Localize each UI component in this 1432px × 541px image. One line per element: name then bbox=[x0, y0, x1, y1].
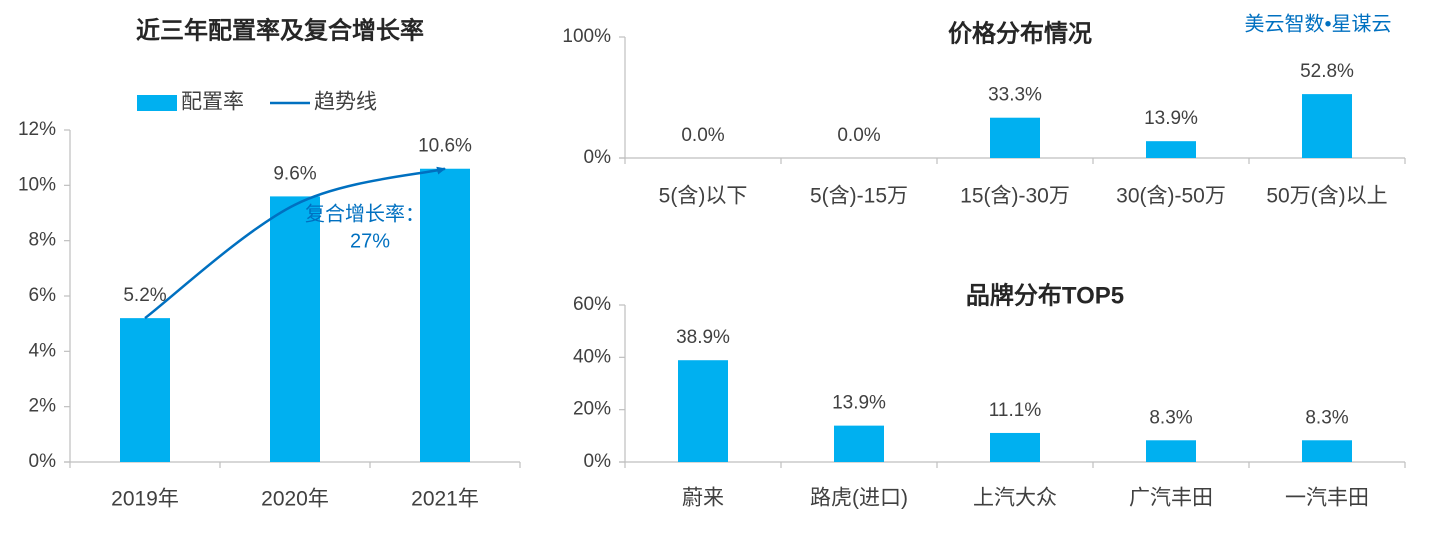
value-label: 52.8% bbox=[1300, 61, 1354, 82]
bar bbox=[990, 432, 1040, 462]
value-label: 8.3% bbox=[1149, 407, 1192, 428]
annotation: 复合增长率： bbox=[305, 202, 425, 225]
value-label: 11.1% bbox=[989, 400, 1042, 421]
value-label: 13.9% bbox=[1144, 108, 1198, 129]
value-label: 5.2% bbox=[123, 285, 166, 306]
bar bbox=[990, 117, 1040, 158]
value-label: 13.9% bbox=[832, 393, 886, 414]
value-label: 33.3% bbox=[988, 85, 1042, 106]
value-label: 0.0% bbox=[837, 125, 880, 146]
x-tick-label: 2019年 bbox=[111, 488, 179, 511]
x-tick-label: 路虎(进口) bbox=[810, 487, 908, 510]
bar bbox=[1146, 440, 1196, 462]
watermark: 美云智数•星谋云 bbox=[1244, 12, 1391, 35]
chart-title: 品牌分布TOP5 bbox=[966, 281, 1124, 309]
y-tick-label: 60% bbox=[573, 294, 611, 315]
y-tick-label: 4% bbox=[29, 340, 57, 361]
bar bbox=[1302, 440, 1352, 462]
value-label: 9.6% bbox=[273, 163, 316, 184]
x-tick-label: 50万(含)以上 bbox=[1266, 185, 1387, 208]
x-tick-label: 5(含)以下 bbox=[659, 185, 748, 208]
y-tick-label: 12% bbox=[18, 119, 56, 140]
x-tick-label: 2020年 bbox=[261, 488, 329, 511]
value-label: 8.3% bbox=[1305, 407, 1348, 428]
y-tick-label: 2% bbox=[29, 396, 57, 417]
x-tick-label: 上汽大众 bbox=[973, 487, 1057, 510]
bar bbox=[1302, 94, 1352, 158]
bar bbox=[834, 425, 884, 462]
bar bbox=[420, 168, 470, 462]
y-tick-label: 0% bbox=[584, 451, 612, 472]
legend-label: 配置率 bbox=[181, 91, 244, 114]
bar bbox=[678, 360, 728, 462]
legend-label: 趋势线 bbox=[314, 91, 377, 114]
y-tick-label: 40% bbox=[573, 346, 611, 367]
bar bbox=[1146, 141, 1196, 158]
x-tick-label: 15(含)-30万 bbox=[960, 185, 1070, 208]
legend-swatch bbox=[137, 95, 177, 111]
chart-title: 近三年配置率及复合增长率 bbox=[136, 16, 424, 44]
y-tick-label: 0% bbox=[29, 451, 57, 472]
trend-line bbox=[144, 166, 446, 320]
bar bbox=[270, 196, 320, 462]
annotation: 27% bbox=[350, 230, 390, 252]
value-label: 38.9% bbox=[676, 327, 730, 348]
x-tick-label: 蔚来 bbox=[682, 487, 724, 510]
y-tick-label: 10% bbox=[18, 174, 56, 195]
y-tick-label: 100% bbox=[562, 26, 611, 47]
chart-title: 价格分布情况 bbox=[948, 19, 1092, 47]
x-tick-label: 30(含)-50万 bbox=[1116, 185, 1226, 208]
value-label: 10.6% bbox=[418, 136, 472, 157]
x-tick-label: 5(含)-15万 bbox=[810, 185, 908, 208]
y-tick-label: 20% bbox=[573, 399, 611, 420]
y-tick-label: 8% bbox=[29, 230, 57, 251]
x-tick-label: 2021年 bbox=[411, 488, 479, 511]
x-tick-label: 广汽丰田 bbox=[1129, 487, 1213, 510]
y-tick-label: 0% bbox=[584, 147, 612, 168]
bar bbox=[120, 318, 170, 462]
y-tick-label: 6% bbox=[29, 285, 57, 306]
x-tick-label: 一汽丰田 bbox=[1285, 487, 1369, 510]
value-label: 0.0% bbox=[681, 125, 724, 146]
